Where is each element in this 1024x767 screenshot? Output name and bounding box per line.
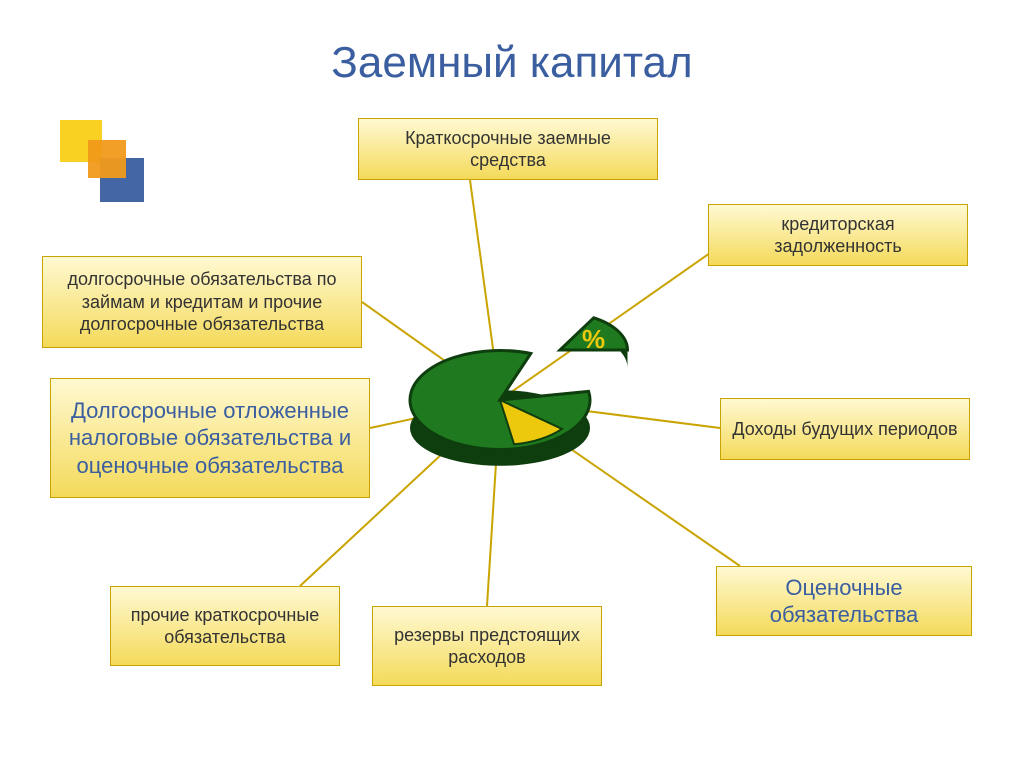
callout-long_term_debt: долгосрочные обязательства по займам и к… (42, 256, 362, 348)
percent-icon: % (582, 324, 605, 354)
callout-short_term_loans: Краткосрочные заемные средства (358, 118, 658, 180)
callout-estimated_liab: Оценочные обязательства (716, 566, 972, 636)
connector-line (470, 180, 500, 400)
callout-accounts_payable: кредиторская задолженность (708, 204, 968, 266)
callout-deferred_tax: Долгосрочные отложенные налоговые обязат… (50, 378, 370, 498)
page-title: Заемный капитал (0, 38, 1024, 88)
connector-line (500, 400, 720, 428)
callout-reserves: резервы предстоящих расходов (372, 606, 602, 686)
decor-square (88, 140, 126, 178)
pie-chart-icon: % (410, 318, 628, 466)
connector-line (500, 400, 740, 566)
callout-future_income: Доходы будущих периодов (720, 398, 970, 460)
callout-other_short_term: прочие краткосрочные обязательства (110, 586, 340, 666)
connector-line (487, 400, 500, 606)
connector-line (500, 246, 720, 400)
connector-line (362, 302, 500, 400)
connector-line (370, 400, 500, 428)
